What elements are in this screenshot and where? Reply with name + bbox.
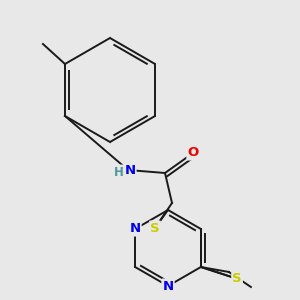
Text: O: O bbox=[188, 146, 199, 160]
Text: N: N bbox=[162, 280, 174, 292]
Text: N: N bbox=[130, 223, 141, 236]
Text: N: N bbox=[124, 164, 136, 176]
Text: H: H bbox=[114, 166, 124, 178]
Text: S: S bbox=[232, 272, 242, 285]
Text: S: S bbox=[150, 221, 160, 235]
